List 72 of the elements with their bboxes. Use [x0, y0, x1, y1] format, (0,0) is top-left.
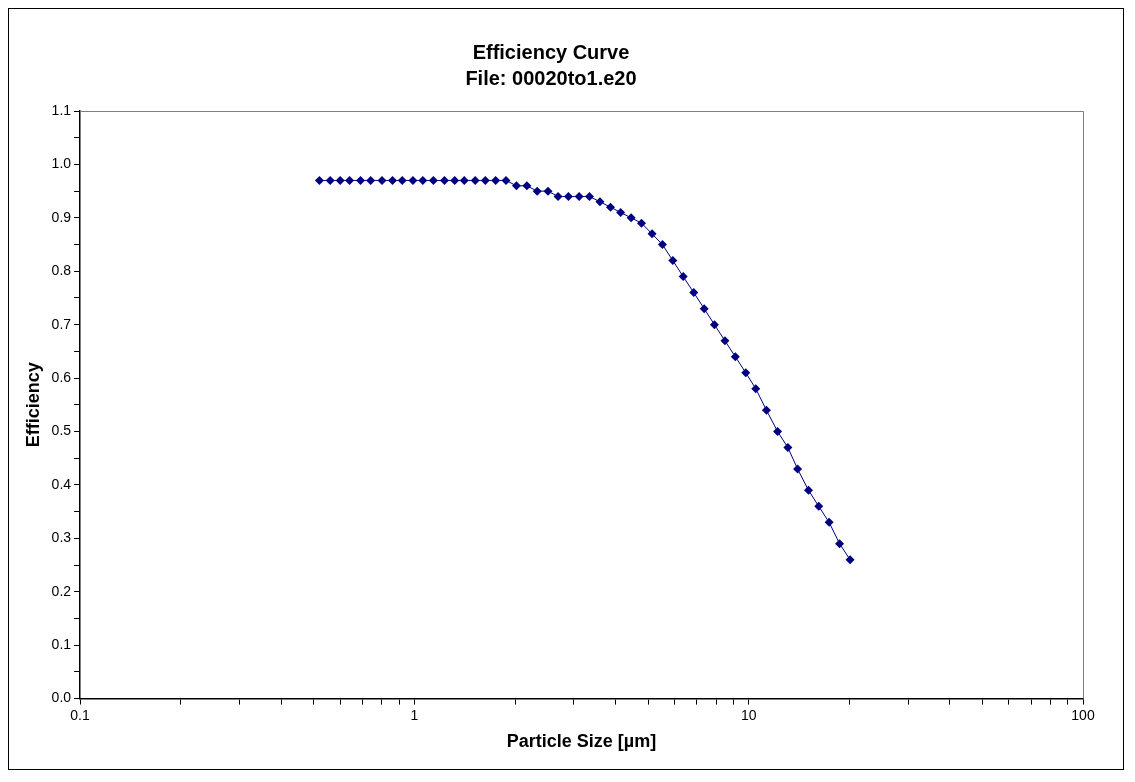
point — [595, 197, 605, 207]
y-tick-label: 0.8 — [51, 262, 72, 279]
point — [563, 191, 573, 201]
x-tick-label: 0.1 — [70, 706, 90, 723]
point — [377, 175, 387, 185]
point — [668, 256, 678, 266]
x-tick-label: 1 — [410, 706, 419, 723]
y-tick-label: 0.1 — [51, 636, 72, 653]
point — [637, 218, 647, 228]
y-tick-label: 0.5 — [51, 422, 72, 439]
point — [720, 336, 730, 346]
point — [511, 181, 521, 191]
point — [824, 517, 834, 527]
x-tick-label: 100 — [1071, 706, 1095, 723]
point — [314, 175, 324, 185]
x-axis-title: Particle Size [µm] — [506, 731, 657, 752]
y-axis-title: Efficiency — [22, 362, 43, 448]
point — [804, 485, 814, 495]
chart-title: Efficiency Curve — [472, 40, 630, 63]
point — [501, 175, 511, 185]
point — [418, 175, 428, 185]
point — [470, 175, 480, 185]
chart-subtitle: File: 00020to1.e20 — [465, 66, 637, 89]
point — [709, 320, 719, 330]
point — [845, 555, 855, 565]
point — [773, 427, 783, 437]
y-tick-label: 0.6 — [51, 368, 72, 385]
point — [428, 175, 438, 185]
point — [647, 229, 657, 239]
point — [553, 191, 563, 201]
x-tick-label: 10 — [740, 706, 757, 723]
point — [480, 175, 490, 185]
point — [335, 175, 345, 185]
y-tick-label: 0.3 — [51, 529, 72, 546]
point — [814, 501, 824, 511]
point — [835, 539, 845, 549]
point — [356, 175, 365, 185]
point — [657, 240, 667, 250]
point — [584, 191, 594, 201]
point — [730, 352, 740, 362]
point — [793, 464, 803, 474]
point — [366, 175, 376, 185]
y-tick-label: 1.1 — [51, 101, 72, 118]
point — [408, 175, 418, 185]
y-tick-label: 1.0 — [51, 155, 72, 172]
point — [626, 213, 636, 223]
point — [574, 191, 584, 201]
point — [783, 443, 793, 453]
point — [751, 384, 761, 394]
y-tick-label: 0.4 — [51, 475, 72, 492]
point — [616, 208, 626, 217]
point — [761, 405, 771, 415]
point — [387, 175, 397, 185]
y-tick-label: 0.7 — [51, 315, 72, 332]
point — [741, 368, 751, 378]
point — [450, 175, 460, 185]
point — [532, 186, 542, 196]
point — [543, 186, 553, 196]
y-tick-label: 0.2 — [51, 582, 72, 599]
point — [699, 304, 709, 314]
point — [605, 202, 615, 212]
point — [678, 272, 688, 282]
point — [522, 181, 532, 191]
point — [491, 175, 501, 185]
point — [345, 175, 355, 185]
point — [689, 288, 699, 298]
y-tick-label: 0.9 — [51, 208, 72, 225]
y-tick-label: 0.0 — [51, 689, 72, 706]
point — [459, 175, 469, 185]
point — [439, 175, 449, 185]
point — [325, 175, 335, 185]
point — [397, 175, 407, 185]
